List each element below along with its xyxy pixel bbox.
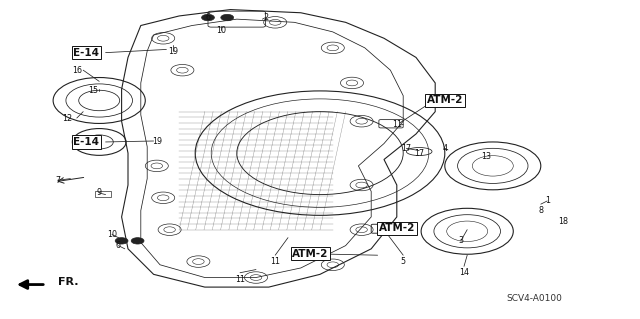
Text: 17: 17 — [401, 144, 412, 153]
Text: ATM-2: ATM-2 — [427, 95, 463, 106]
Text: 1: 1 — [545, 197, 550, 205]
Text: FR.: FR. — [58, 277, 78, 287]
Text: 14: 14 — [459, 268, 469, 277]
Text: 15: 15 — [88, 86, 98, 95]
Text: 3: 3 — [458, 236, 463, 245]
Text: 4: 4 — [442, 144, 447, 153]
Text: 11: 11 — [235, 275, 245, 284]
Text: 11: 11 — [270, 257, 280, 266]
Circle shape — [221, 14, 234, 21]
Text: 9: 9 — [97, 189, 102, 197]
Text: 13: 13 — [481, 152, 492, 161]
Text: ATM-2: ATM-2 — [292, 249, 328, 259]
Text: 19: 19 — [152, 137, 162, 146]
Text: 6: 6 — [205, 13, 211, 22]
Text: 18: 18 — [558, 217, 568, 226]
Text: E-14: E-14 — [74, 48, 99, 58]
Circle shape — [115, 238, 128, 244]
Text: 12: 12 — [62, 114, 72, 122]
Text: 5: 5 — [401, 257, 406, 266]
Text: 11: 11 — [392, 120, 402, 129]
Circle shape — [131, 238, 144, 244]
Text: E-14: E-14 — [74, 137, 99, 147]
Text: 8: 8 — [538, 206, 543, 215]
Text: 2: 2 — [263, 13, 268, 22]
Text: 17: 17 — [414, 149, 424, 158]
Text: SCV4-A0100: SCV4-A0100 — [506, 294, 563, 303]
Text: 16: 16 — [72, 66, 82, 75]
Text: ATM-2: ATM-2 — [379, 223, 415, 233]
Text: 10: 10 — [107, 230, 117, 239]
Text: 19: 19 — [168, 47, 178, 56]
Text: 10: 10 — [216, 26, 226, 35]
Circle shape — [202, 14, 214, 21]
Text: 7: 7 — [55, 176, 60, 185]
Text: 6: 6 — [116, 241, 121, 250]
